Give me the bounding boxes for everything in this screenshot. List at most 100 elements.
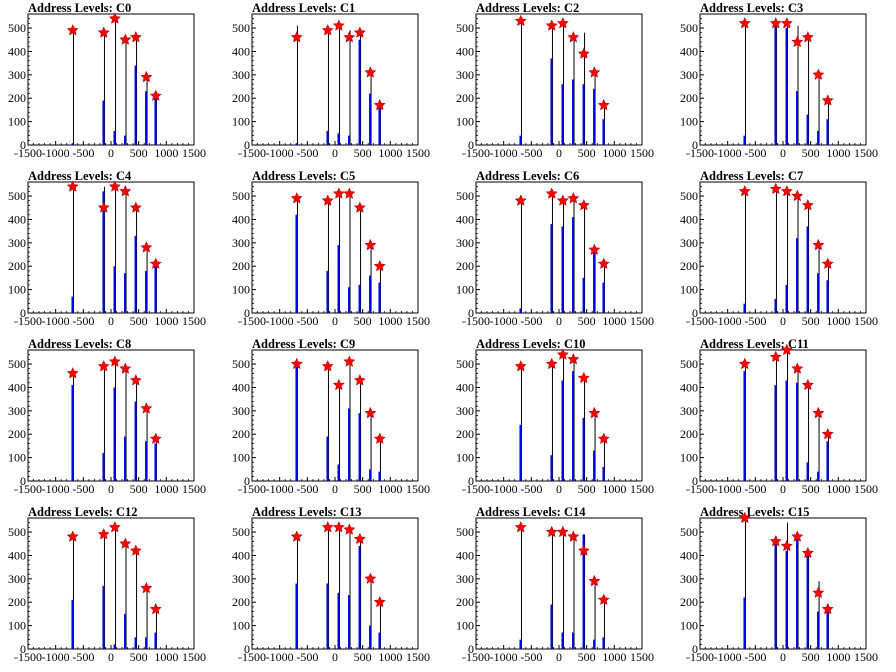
histogram-bar [124,436,127,481]
y-tick-label: 400 [232,548,250,562]
histogram-bar [826,119,829,145]
y-tick-label: 200 [232,91,250,105]
histogram-panel: Address Levels: C8 0 100 200 300 400 500 -1500-… [0,336,224,504]
y-tick-label: 400 [232,380,250,394]
y-tick-label: 0 [468,138,474,152]
peak-star-marker [97,528,110,540]
peak-star-marker [119,537,132,549]
histogram-bar [593,88,596,145]
y-tick-label: 0 [692,306,698,320]
peak-star-marker [290,530,303,542]
x-tick-label: 1500 [406,482,430,496]
histogram-bar [582,84,585,145]
peak-star-marker [514,521,527,533]
peak-star-marker [108,355,121,367]
histogram-panel: Address Levels: C5 0 100 200 300 400 500 -1500-… [224,168,448,336]
peak-star-marker [321,24,334,36]
x-tick-label: -1000 [266,650,294,664]
histogram-bar [326,583,329,649]
y-tick-label: 500 [680,525,698,539]
y-tick-label: 200 [680,427,698,441]
peak-star-marker [140,241,153,253]
histogram-bar [71,385,74,481]
histogram-bar [71,296,74,313]
peak-star-marker [567,353,580,365]
y-tick-label: 500 [680,21,698,35]
x-tick-label: 1500 [406,650,430,664]
y-tick-label: 500 [680,357,698,371]
peak-star-marker [577,371,590,384]
histogram-bar [602,282,605,313]
peak-star-marker [556,194,569,206]
y-tick-label: 300 [456,404,474,418]
histogram-bar [145,441,148,481]
panel-title: Address Levels: C8 [28,337,131,351]
histogram-chart: Address Levels: C90100200300400500-1500-… [232,337,430,496]
histogram-bar [582,417,585,481]
peak-star-marker [97,360,110,372]
peak-star-marker [780,343,793,356]
y-tick-label: 400 [8,212,26,226]
x-tick-label: 1000 [826,482,850,496]
x-tick-label: -1500 [686,146,714,160]
peak-star-marker [769,535,782,547]
peak-star-marker [791,362,804,374]
peak-star-marker [738,17,751,29]
x-tick-label: -500 [296,146,318,160]
histogram-bar [348,408,351,481]
histogram-bar [774,25,777,146]
y-tick-label: 100 [8,115,26,129]
x-tick-label: 500 [130,482,148,496]
x-tick-label: 1500 [182,650,206,664]
peak-star-marker [353,374,366,386]
histogram-bar [102,191,105,313]
x-tick-label: -1000 [42,146,70,160]
x-tick-label: -1000 [714,146,742,160]
x-tick-label: -1000 [42,314,70,328]
y-tick-label: 0 [468,642,474,656]
peak-star-marker [738,185,751,197]
peak-star-marker [149,257,162,269]
histogram-bar [154,443,157,481]
peak-star-marker [149,89,162,101]
peak-star-marker [567,31,580,43]
x-tick-label: 0 [556,314,562,328]
y-tick-label: 500 [232,525,250,539]
x-tick-label: 0 [108,146,114,160]
plot-frame [475,349,643,482]
histogram-bar [124,613,127,649]
y-tick-label: 200 [232,259,250,273]
x-tick-label: -500 [72,314,94,328]
x-tick-label: 1000 [826,650,850,664]
x-tick-label: 1500 [630,314,654,328]
x-tick-label: -1000 [714,482,742,496]
x-tick-label: -500 [72,146,94,160]
panel-title: Address Levels: C0 [28,1,131,15]
x-tick-label: 500 [578,314,596,328]
histogram-bar [572,632,575,649]
y-tick-label: 0 [244,306,250,320]
y-tick-label: 300 [232,572,250,586]
histogram-panel: Address Levels: C12 0 100 200 300 400 500 -1500… [0,504,224,672]
histogram-chart: Address Levels: C80100200300400500-1500-… [8,337,206,496]
peak-star-marker [353,26,366,38]
x-tick-label: 500 [130,146,148,160]
peak-star-marker [353,201,366,213]
y-tick-label: 100 [680,283,698,297]
peak-star-marker [373,259,386,272]
peak-star-marker [119,362,132,374]
x-tick-label: 0 [108,314,114,328]
histogram-bar [774,298,777,313]
histogram-bar [154,266,157,313]
plot-frame [251,181,419,314]
y-tick-label: 200 [232,427,250,441]
y-tick-label: 300 [232,68,250,82]
panel-title: Address Levels: C7 [700,169,803,183]
x-tick-label: -1500 [686,314,714,328]
x-tick-label: 500 [130,650,148,664]
histogram-bar [826,611,829,649]
x-tick-label: 500 [354,314,372,328]
histogram-bar [550,455,553,481]
histogram-bar [369,469,372,481]
peak-star-marker [119,185,132,197]
